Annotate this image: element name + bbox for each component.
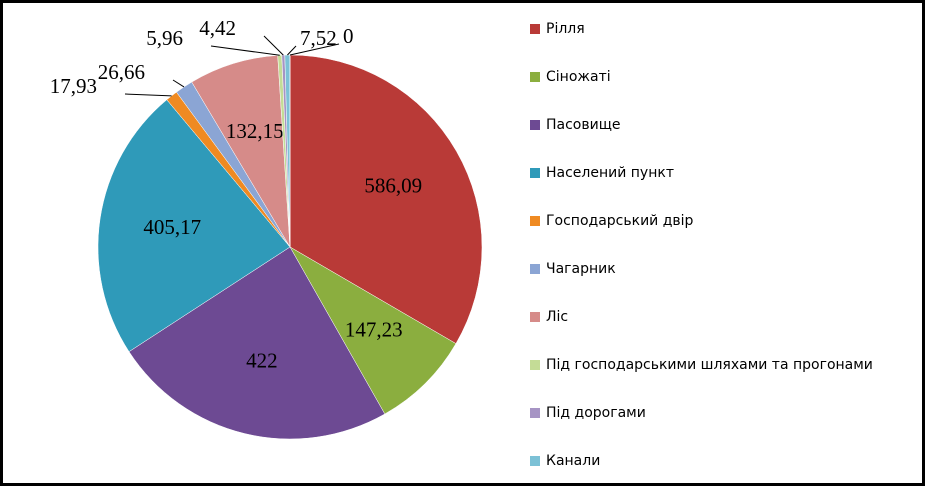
pie-slice <box>128 246 386 440</box>
legend-swatch <box>530 456 540 466</box>
data-label: 5,96 <box>146 26 183 50</box>
legend-label: Господарський двір <box>546 213 694 229</box>
data-label: 0 <box>343 24 354 48</box>
legend-swatch <box>530 264 540 274</box>
legend-label: Чагарник <box>546 261 616 277</box>
leader-line <box>287 45 297 56</box>
legend-label: Ліс <box>546 309 568 325</box>
legend-label: Під дорогами <box>546 405 646 421</box>
legend-label: Населений пункт <box>546 165 674 181</box>
legend-swatch <box>530 24 540 34</box>
leader-line <box>263 35 284 56</box>
data-label: 422 <box>246 348 278 372</box>
leader-line <box>124 93 172 97</box>
legend-swatch <box>530 216 540 226</box>
legend-swatch <box>530 120 540 130</box>
legend-label: Рілля <box>546 21 585 37</box>
pie-slice <box>289 246 457 415</box>
data-label: 26,66 <box>98 60 145 84</box>
legend-swatch <box>530 168 540 178</box>
pie-slice <box>97 99 291 352</box>
legend-label: Канали <box>546 453 600 469</box>
data-label: 4,42 <box>199 16 236 40</box>
data-label: 17,93 <box>50 74 97 98</box>
data-label: 147,23 <box>345 317 403 341</box>
legend-swatch <box>530 312 540 322</box>
legend-swatch <box>530 360 540 370</box>
legend-label: Пасовище <box>546 117 621 133</box>
legend-swatch <box>530 72 540 82</box>
leader-line <box>210 45 280 56</box>
pie-slice <box>289 54 483 344</box>
legend-label: Сіножаті <box>546 69 611 85</box>
data-label: 405,17 <box>143 215 201 239</box>
data-label: 132,15 <box>226 119 284 143</box>
data-label: 586,09 <box>364 173 422 197</box>
legend-swatch <box>530 408 540 418</box>
leader-line <box>172 79 185 88</box>
legend-label: Під господарськими шляхами та прогонами <box>546 357 873 373</box>
leader-line <box>289 43 340 56</box>
